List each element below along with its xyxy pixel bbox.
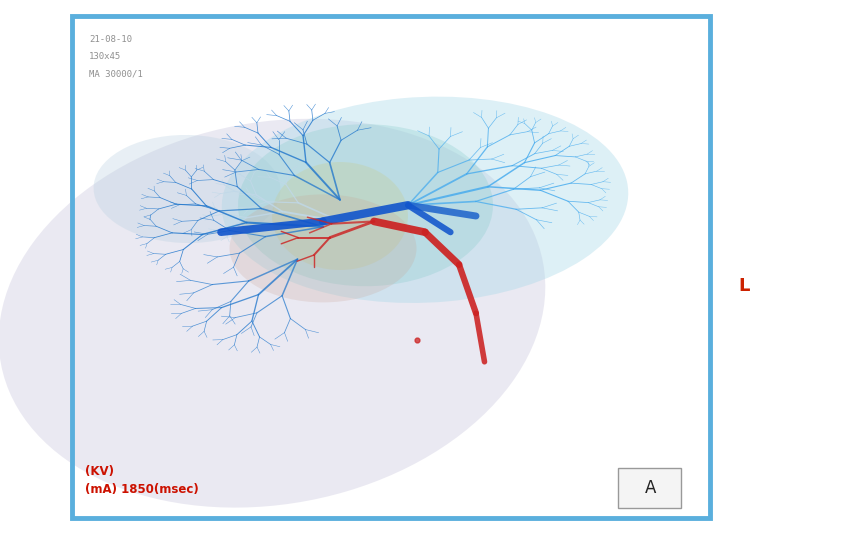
Text: A: A — [644, 478, 656, 497]
Text: 130x45: 130x45 — [89, 52, 122, 62]
Bar — [72, 16, 710, 518]
Ellipse shape — [94, 135, 280, 243]
Text: MA 30000/1: MA 30000/1 — [89, 70, 143, 79]
Ellipse shape — [238, 124, 493, 286]
Ellipse shape — [230, 194, 416, 302]
Text: L: L — [738, 277, 750, 295]
Ellipse shape — [222, 97, 628, 303]
Ellipse shape — [0, 119, 546, 508]
FancyBboxPatch shape — [618, 468, 681, 508]
Ellipse shape — [272, 162, 408, 270]
Text: (KV): (KV) — [85, 465, 114, 478]
Text: (mA) 1850(msec): (mA) 1850(msec) — [85, 483, 199, 496]
Text: 21-08-10: 21-08-10 — [89, 35, 133, 44]
